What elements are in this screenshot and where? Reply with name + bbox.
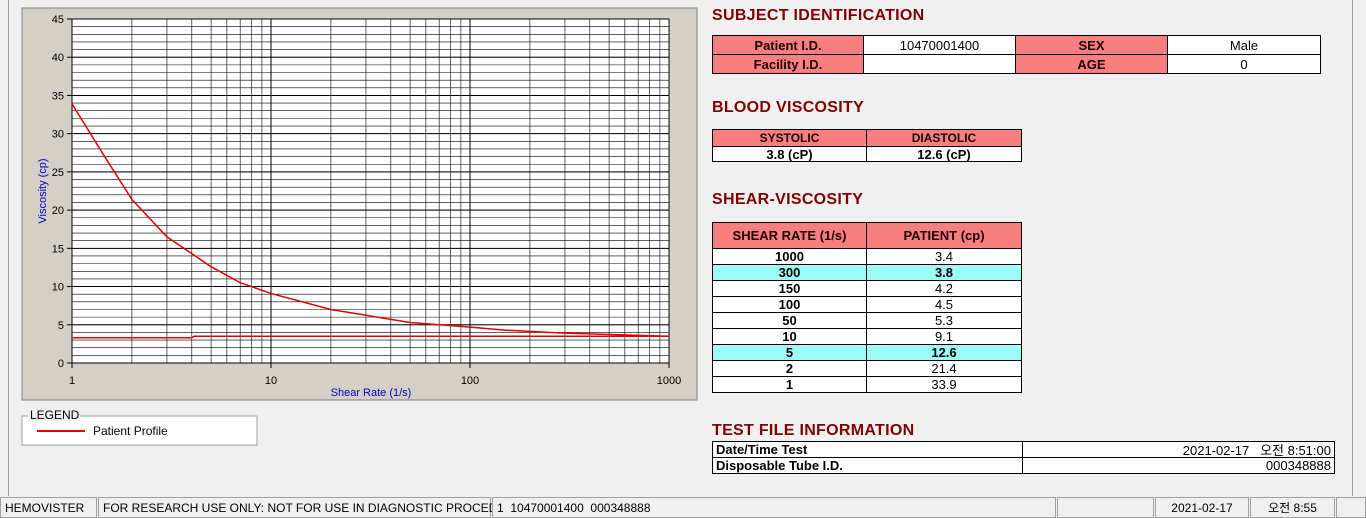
x-tick-label: 10	[265, 375, 277, 387]
x-tick-label: 100	[461, 375, 479, 387]
divider	[8, 0, 9, 496]
x-tick-label: 1000	[657, 375, 681, 387]
table-header: PATIENT (cp)	[866, 222, 1022, 249]
status-cell	[1057, 497, 1154, 518]
legend-title: LEGEND	[30, 408, 80, 422]
shear-rate: 150	[712, 280, 867, 297]
table-value: 3.8 (cP)	[712, 146, 867, 162]
shear-rate: 1000	[712, 248, 867, 265]
y-tick-label: 25	[52, 167, 64, 179]
divider	[1352, 0, 1353, 496]
shear-rate: 2	[712, 360, 867, 377]
section-title: TEST FILE INFORMATION	[712, 422, 915, 439]
data-line	[72, 335, 669, 339]
shear-rate: 1	[712, 376, 867, 393]
patient-viscosity: 12.6	[866, 344, 1022, 361]
status-cell: 오전 8:55	[1250, 497, 1335, 518]
field-value	[863, 54, 1016, 74]
patient-viscosity: 9.1	[866, 328, 1022, 345]
info-label: Date/Time Test	[712, 441, 1023, 458]
shear-rate: 300	[712, 264, 867, 281]
y-tick-label: 5	[58, 320, 64, 332]
data-line	[71, 103, 670, 337]
plot-area	[72, 19, 669, 363]
x-axis-label: Shear Rate (1/s)	[331, 387, 412, 399]
section-title: SHEAR-VISCOSITY	[712, 191, 864, 208]
table-header: SYSTOLIC	[712, 129, 867, 147]
shear-rate: 50	[712, 312, 867, 329]
info-value: 2021-02-17 오전 8:51:00	[1022, 441, 1335, 458]
field-label: AGE	[1015, 54, 1168, 74]
shear-rate: 100	[712, 296, 867, 313]
status-cell: 1 10470001400 000348888	[492, 497, 1056, 518]
plot-frame	[71, 18, 670, 364]
info-value: 000348888	[1022, 457, 1335, 474]
y-tick-label: 30	[52, 129, 64, 141]
y-tick-label: 35	[52, 90, 64, 102]
y-tick-label: 40	[52, 52, 64, 64]
x-tick-label: 1	[69, 375, 75, 387]
y-axis-label: Viscosity (cp)	[37, 158, 49, 223]
y-tick-label: 10	[52, 282, 64, 294]
shear-rate: 10	[712, 328, 867, 345]
shear-rate: 5	[712, 344, 867, 361]
chart: Viscosity (cp) Shear Rate (1/s) LEGEND 0…	[21, 7, 698, 446]
info-label: Disposable Tube I.D.	[712, 457, 1023, 474]
section-title: BLOOD VISCOSITY	[712, 99, 865, 116]
y-tick-label: 20	[52, 205, 64, 217]
table-header: SHEAR RATE (1/s)	[712, 222, 867, 249]
patient-viscosity: 4.5	[866, 296, 1022, 313]
field-label: Facility I.D.	[712, 54, 864, 74]
y-tick-label: 45	[52, 14, 64, 26]
legend-label: Patient Profile	[93, 424, 168, 438]
field-label: SEX	[1015, 35, 1168, 55]
status-cell: HEMOVISTER	[0, 497, 97, 518]
legend-title-bg	[28, 409, 80, 421]
patient-viscosity: 3.8	[866, 264, 1022, 281]
table-value: 12.6 (cP)	[866, 146, 1022, 162]
patient-viscosity: 5.3	[866, 312, 1022, 329]
field-value: 0	[1167, 54, 1321, 74]
status-cell: 2021-02-17	[1155, 497, 1249, 518]
section-title: SUBJECT IDENTIFICATION	[712, 7, 925, 24]
field-value: 10470001400	[863, 35, 1016, 55]
y-tick-label: 15	[52, 243, 64, 255]
patient-viscosity: 4.2	[866, 280, 1022, 297]
status-cell	[1336, 497, 1366, 518]
field-label: Patient I.D.	[712, 35, 864, 55]
y-tick-label: 0	[58, 358, 64, 370]
table-header: DIASTOLIC	[866, 129, 1022, 147]
patient-viscosity: 3.4	[866, 248, 1022, 265]
patient-viscosity: 21.4	[866, 360, 1022, 377]
field-value: Male	[1167, 35, 1321, 55]
status-cell: FOR RESEARCH USE ONLY: NOT FOR USE IN DI…	[98, 497, 531, 518]
patient-viscosity: 33.9	[866, 376, 1022, 393]
